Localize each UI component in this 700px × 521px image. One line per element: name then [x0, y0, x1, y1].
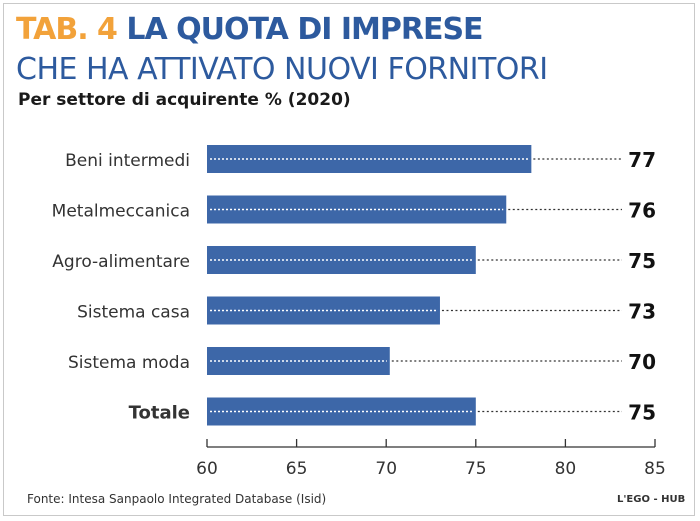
chart-frame	[3, 3, 695, 516]
value-label: 76	[628, 199, 656, 223]
x-tick-label: 60	[196, 459, 218, 479]
source-note: Fonte: Intesa Sanpaolo Integrated Databa…	[27, 492, 327, 506]
value-label: 75	[628, 401, 656, 425]
category-label: Agro-alimentare	[52, 252, 190, 272]
value-label: 73	[628, 300, 656, 324]
category-label: Sistema moda	[68, 353, 190, 373]
x-tick-label: 85	[644, 459, 666, 479]
x-tick-label: 75	[465, 459, 487, 479]
category-label: Sistema casa	[77, 303, 190, 323]
category-label: Beni intermedi	[65, 151, 190, 171]
unit-label: Per settore di acquirente % (2020)	[18, 90, 351, 110]
chart-subtitle: CHE HA ATTIVATO NUOVI FORNITORI	[16, 52, 548, 87]
bar	[207, 145, 532, 173]
category-label: Metalmeccanica	[52, 202, 190, 222]
x-tick-label: 70	[375, 459, 397, 479]
x-tick-label: 80	[555, 459, 577, 479]
value-label: 75	[628, 249, 656, 273]
category-label: Totale	[129, 403, 190, 424]
title-main: LA QUOTA DI IMPRESE	[126, 12, 483, 47]
bar	[207, 195, 507, 224]
value-label: 77	[628, 148, 656, 172]
chart-title: TAB. 4 LA QUOTA DI IMPRESE	[16, 12, 484, 47]
publisher-logo: L'EGO - HUB	[617, 494, 686, 505]
value-label: 70	[628, 350, 656, 374]
table-number-label: TAB. 4	[16, 12, 118, 47]
x-tick-label: 65	[286, 459, 308, 479]
